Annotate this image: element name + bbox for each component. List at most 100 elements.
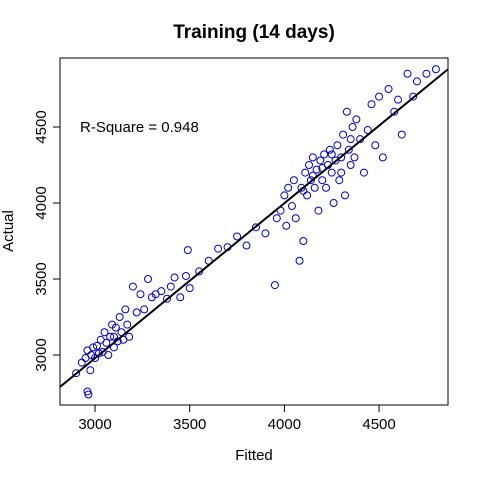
point — [333, 141, 342, 150]
point — [337, 153, 346, 162]
point — [359, 168, 368, 177]
point — [123, 320, 132, 329]
point — [280, 191, 289, 200]
point — [327, 150, 336, 159]
point — [102, 338, 111, 347]
point — [329, 199, 338, 208]
point — [301, 168, 310, 177]
point — [346, 161, 355, 170]
point — [92, 341, 101, 350]
fit-line — [60, 68, 448, 388]
point — [375, 92, 384, 101]
point — [327, 168, 336, 177]
point — [242, 241, 251, 250]
plot-frame — [59, 57, 449, 406]
point — [195, 267, 204, 276]
point — [125, 332, 134, 341]
point — [233, 232, 242, 241]
point — [308, 153, 317, 162]
point — [144, 274, 153, 283]
point — [320, 150, 329, 159]
point — [115, 312, 124, 321]
y-tick-label: 3500 — [33, 262, 50, 295]
x-tick-label: 3000 — [78, 416, 111, 433]
point — [183, 246, 192, 255]
point — [132, 308, 141, 317]
point — [291, 214, 300, 223]
point — [312, 165, 321, 174]
annotation: R-Square = 0.948 — [80, 119, 199, 136]
point — [346, 135, 355, 144]
point — [166, 282, 175, 291]
point — [310, 183, 319, 192]
point — [128, 282, 137, 291]
point — [77, 358, 86, 367]
point — [318, 176, 327, 185]
point — [282, 221, 291, 230]
point — [272, 214, 281, 223]
point — [170, 273, 179, 282]
point — [350, 153, 359, 162]
point — [342, 107, 351, 116]
point — [384, 85, 393, 94]
point — [378, 153, 387, 162]
x-tick-label: 4500 — [362, 416, 395, 433]
point — [100, 328, 109, 337]
point — [431, 65, 440, 74]
point — [214, 244, 223, 253]
point — [322, 183, 331, 192]
point — [181, 271, 190, 280]
point — [316, 156, 325, 165]
point — [303, 191, 312, 200]
point — [86, 366, 95, 375]
point — [335, 176, 344, 185]
point — [305, 161, 314, 170]
point — [84, 390, 93, 399]
point — [251, 223, 260, 232]
point — [348, 123, 357, 132]
point — [339, 130, 348, 139]
point — [287, 202, 296, 211]
point — [136, 290, 145, 299]
point — [325, 145, 334, 154]
point — [121, 305, 130, 314]
point — [299, 236, 308, 245]
point — [422, 69, 431, 78]
point — [185, 284, 194, 293]
point — [306, 176, 315, 185]
point — [412, 77, 421, 86]
point — [289, 176, 298, 185]
point — [106, 332, 115, 341]
point — [284, 183, 293, 192]
point — [176, 293, 185, 302]
point — [397, 130, 406, 139]
x-axis-label: Fitted — [235, 447, 273, 464]
y-tick-label: 4500 — [33, 110, 50, 143]
x-tick-label: 4000 — [268, 416, 301, 433]
point — [340, 191, 349, 200]
point — [367, 100, 376, 109]
point — [337, 168, 346, 177]
point — [89, 343, 98, 352]
point — [104, 350, 113, 359]
point — [162, 294, 171, 303]
point — [352, 115, 361, 124]
point — [72, 369, 81, 378]
point — [157, 287, 166, 296]
y-axis-label: Actual — [0, 210, 17, 252]
y-tick-label: 4000 — [33, 186, 50, 219]
point — [394, 95, 403, 104]
point — [109, 332, 118, 341]
point — [409, 92, 418, 101]
point — [371, 141, 380, 150]
chart-title: Training (14 days) — [173, 22, 335, 43]
point — [261, 229, 270, 238]
point — [314, 206, 323, 215]
point — [344, 145, 353, 154]
point — [140, 305, 149, 314]
point — [270, 281, 279, 290]
point — [295, 256, 304, 265]
point — [403, 69, 412, 78]
point — [111, 323, 120, 332]
